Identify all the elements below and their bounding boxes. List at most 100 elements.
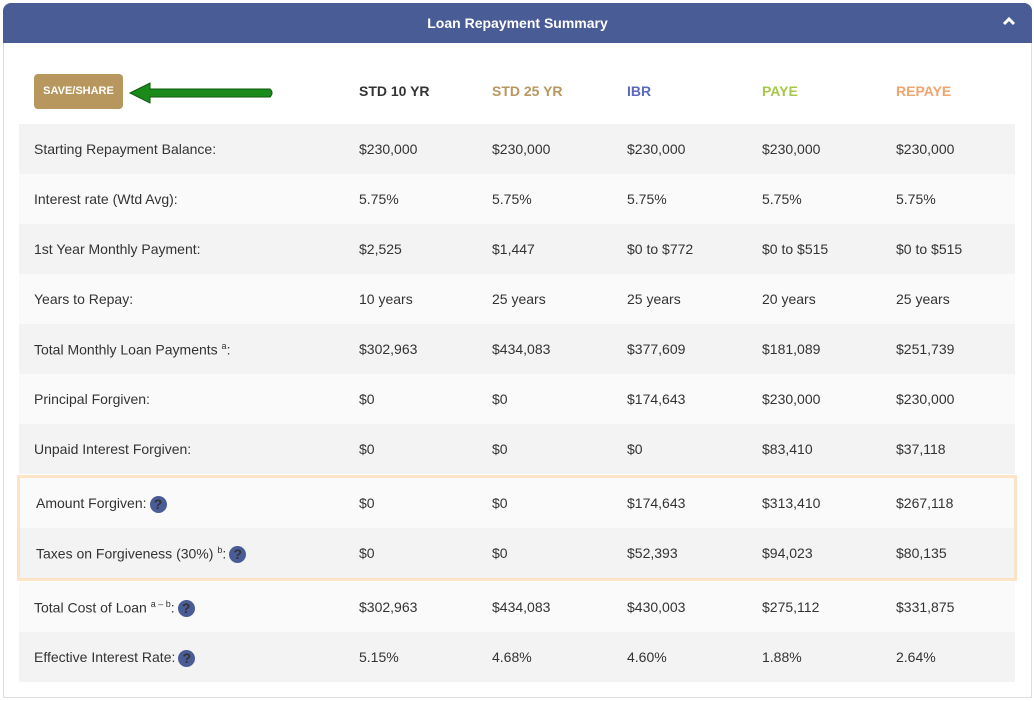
cell-value: $230,000 (762, 391, 821, 407)
cell-value: $313,410 (762, 495, 821, 511)
cell-value: $434,083 (492, 341, 551, 357)
row-label-suffix: : (222, 545, 227, 562)
table-row: Years to Repay: 10 years 25 years 25 years 2… (19, 274, 1015, 324)
column-header: REPAYE (896, 83, 952, 99)
cell-value: $174,643 (627, 391, 686, 407)
row-label-text: Starting Repayment Balance: (34, 141, 217, 157)
row-label: Unpaid Interest Forgiven: (34, 441, 191, 457)
column-header: IBR (627, 83, 652, 99)
row-label: 1st Year Monthly Payment: (34, 241, 201, 257)
cell-value: $230,000 (762, 141, 821, 157)
row-label-text: Principal Forgiven: (34, 391, 150, 407)
cell-value: 2.64% (896, 649, 936, 665)
help-icon[interactable]: ? (177, 600, 195, 618)
column-header: PAYE (762, 83, 798, 99)
summary-panel (3, 3, 1032, 698)
cell-value: 5.75% (492, 191, 532, 207)
cell-value: $430,003 (627, 599, 686, 615)
cell-value: $434,083 (492, 599, 551, 615)
cell-value: $377,609 (627, 341, 686, 357)
cell-value: $230,000 (492, 141, 551, 157)
cell-value: $0 (492, 495, 508, 511)
cell-value: $230,000 (359, 141, 418, 157)
table-row: Unpaid Interest Forgiven: $0 $0 $0 $83,410 $3… (19, 424, 1015, 474)
row-label: Years to Repay: (34, 291, 133, 307)
row-label: Starting Repayment Balance: (34, 141, 216, 157)
row-label-text: Years to Repay: (34, 291, 134, 307)
row-label: Principal Forgiven: (34, 391, 150, 407)
panel-header[interactable]: Loan Repayment Summary (3, 3, 1032, 43)
row-label-text: Total Monthly Loan Payments (34, 341, 222, 358)
row-label-suffix: : (226, 341, 231, 358)
cell-value: 25 years (627, 291, 681, 307)
row-label: Total Cost of Loan a – b:? (34, 599, 195, 618)
cell-value: $181,089 (762, 341, 821, 357)
forgiveness-highlight (17, 475, 1017, 581)
cell-value: $94,023 (762, 545, 813, 561)
cell-value: $0 to $772 (627, 241, 694, 257)
cell-value: $80,135 (896, 545, 947, 561)
cell-value: 5.15% (359, 649, 399, 665)
row-label: Interest rate (Wtd Avg): (34, 191, 178, 207)
cell-value: $275,112 (762, 599, 820, 615)
table-row: 1st Year Monthly Payment: $2,525 $1,447 $0 … (19, 224, 1015, 274)
cell-value: $0 (359, 391, 375, 407)
cell-value: $0 (492, 545, 508, 561)
cell-value: $174,643 (627, 495, 686, 511)
cell-value: 4.60% (627, 649, 667, 665)
cell-value: $0 to $515 (762, 241, 829, 257)
help-icon[interactable]: ? (178, 649, 196, 667)
row-label-suffix: : (170, 599, 175, 616)
table-row: Principal Forgiven: $0 $0 $174,643 $230,000 $… (19, 374, 1015, 424)
panel-title: Loan Repayment Summary (427, 15, 608, 31)
column-header: STD 10 YR (359, 83, 430, 99)
table-row: Interest rate (Wtd Avg): 5.75% 5.75% 5.75% 5… (19, 174, 1015, 224)
cell-value: $251,739 (896, 341, 955, 357)
cell-value: $0 to $515 (896, 241, 963, 257)
cell-value: $267,118 (896, 495, 954, 511)
row-label-text: Effective Interest Rate: (34, 649, 176, 665)
table-row: Total Monthly Loan Payments a: $302,963 $4… (19, 324, 1015, 374)
table-row: Taxes on Forgiveness (30%) b:? $0 $0 $52,39… (19, 528, 1015, 578)
row-label-text: Unpaid Interest Forgiven: (34, 441, 192, 457)
cell-value: 25 years (492, 291, 546, 307)
cell-value: $0 (492, 391, 508, 407)
cell-value: $52,393 (627, 545, 678, 561)
cell-value: $83,410 (762, 441, 813, 457)
cell-value: 5.75% (896, 191, 936, 207)
footnote-marker: a – b (150, 599, 171, 609)
row-label-text: Taxes on Forgiveness (30%) (36, 545, 218, 562)
table-row: Total Cost of Loan a – b:? $302,963 $434,0… (19, 582, 1015, 632)
row-label: Amount Forgiven:? (36, 495, 167, 513)
cell-value: $0 (627, 441, 643, 457)
cell-value: $0 (359, 495, 375, 511)
cell-value: 5.75% (627, 191, 667, 207)
help-icon[interactable]: ? (149, 495, 167, 513)
cell-value: 5.75% (762, 191, 802, 207)
row-label-text: 1st Year Monthly Payment: (34, 241, 201, 257)
footnote-marker: a (221, 341, 227, 351)
cell-value: $1,447 (492, 241, 535, 257)
cell-value: $230,000 (627, 141, 686, 157)
help-icon[interactable]: ? (229, 546, 247, 564)
cell-value: $0 (359, 441, 375, 457)
save-share-button[interactable]: SAVE/SHARE (34, 74, 123, 109)
green-arrow-icon (128, 82, 273, 104)
cell-value: $331,875 (896, 599, 955, 615)
chevron-up-icon[interactable] (1002, 16, 1016, 26)
cell-value: $302,963 (359, 341, 418, 357)
cell-value: $0 (359, 545, 375, 561)
row-label: Taxes on Forgiveness (30%) b:? (36, 545, 247, 564)
cell-value: $230,000 (896, 141, 955, 157)
column-header: STD 25 YR (492, 83, 563, 99)
table-row: Amount Forgiven:? $0 $0 $174,643 $313,410 $26… (19, 478, 1015, 528)
cell-value: $230,000 (896, 391, 955, 407)
cell-value: 1.88% (762, 649, 802, 665)
cell-value: 10 years (359, 291, 413, 307)
table-row: Starting Repayment Balance: $230,000 $230,… (19, 124, 1015, 174)
cell-value: $37,118 (896, 441, 946, 457)
table-row: Effective Interest Rate:? 5.15% 4.68% 4.60%… (19, 632, 1015, 682)
footnote-marker: b (217, 545, 223, 555)
row-label-text: Interest rate (Wtd Avg): (34, 191, 178, 207)
row-label-text: Total Cost of Loan (34, 599, 151, 616)
